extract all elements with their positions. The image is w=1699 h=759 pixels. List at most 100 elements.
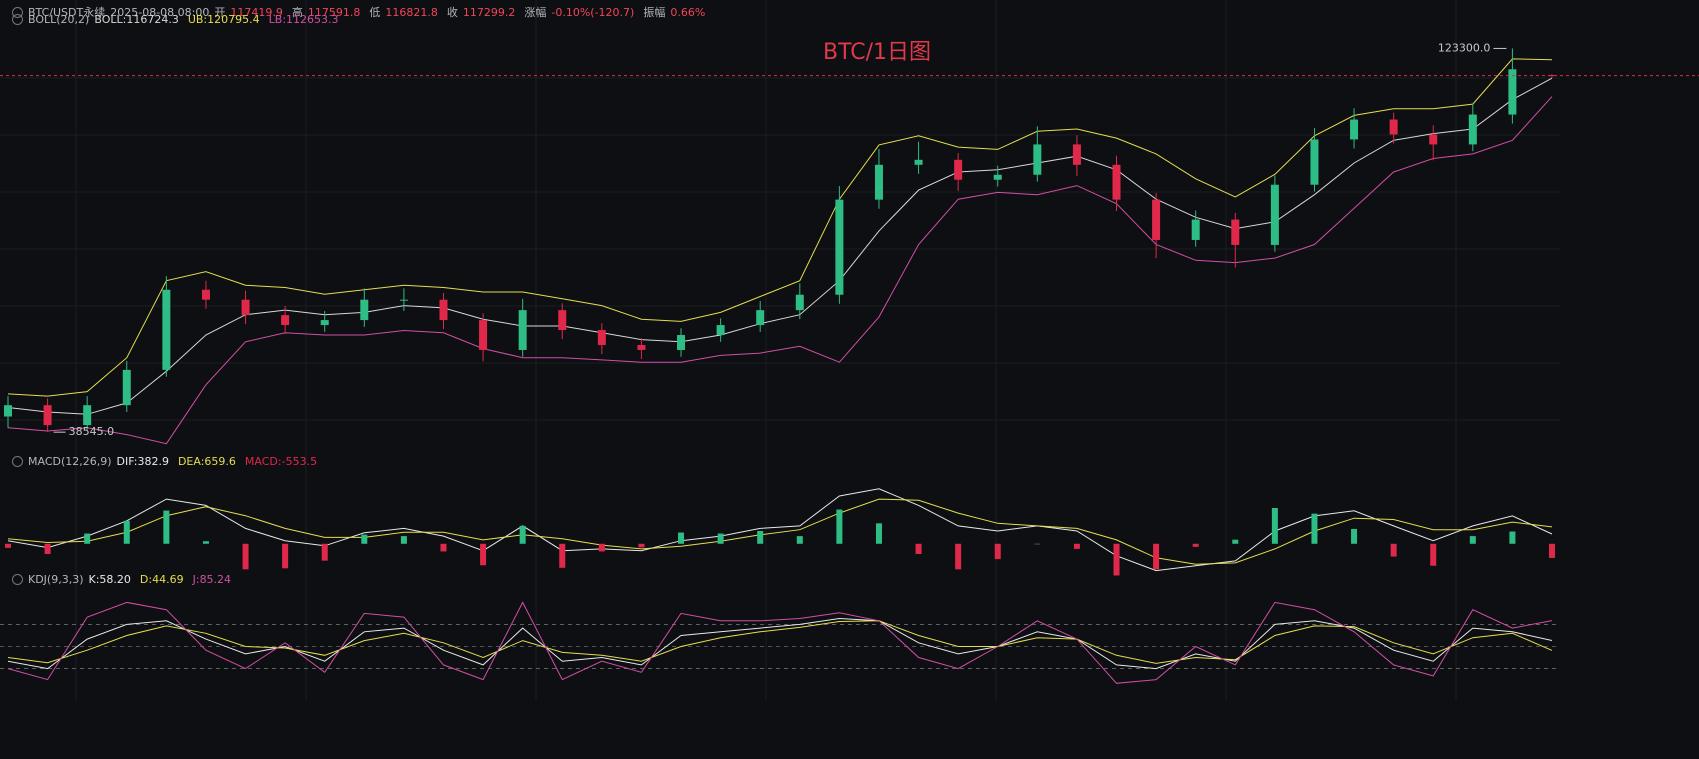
histogram-bar bbox=[44, 543, 51, 554]
field-value: 117591.8 bbox=[307, 5, 361, 19]
candle-body bbox=[954, 159, 963, 180]
candle-body bbox=[1468, 114, 1477, 145]
candle-body bbox=[1112, 164, 1121, 200]
legend-label: DEA: bbox=[177, 455, 205, 468]
field-label: 开 bbox=[214, 6, 226, 19]
histogram-bar bbox=[84, 533, 91, 544]
histogram-bar bbox=[994, 543, 1001, 560]
legend-label: MACD: bbox=[244, 455, 282, 468]
candle-body bbox=[716, 325, 725, 336]
field-label: 振幅 bbox=[643, 6, 666, 19]
series-line bbox=[7, 488, 1553, 572]
histogram-bar bbox=[480, 543, 487, 566]
legend-item: UB:120795.4 bbox=[188, 13, 264, 26]
histogram-bar bbox=[955, 543, 962, 570]
histogram-bar bbox=[875, 523, 882, 544]
candle-body bbox=[241, 299, 250, 316]
legend-label: LB: bbox=[268, 13, 287, 26]
histogram-bar bbox=[400, 536, 407, 544]
legend-item: DIF:382.9 bbox=[117, 455, 173, 468]
histogram-bar bbox=[757, 531, 764, 544]
series-line bbox=[7, 77, 1553, 415]
candle-body bbox=[1231, 219, 1240, 245]
series-line bbox=[7, 617, 1553, 670]
legend-label: UB: bbox=[187, 13, 208, 26]
collapse-icon[interactable] bbox=[12, 456, 23, 467]
candle-body bbox=[320, 320, 329, 326]
histogram-bar bbox=[163, 510, 170, 544]
histogram-bar bbox=[1073, 543, 1080, 549]
legend-label: BOLL: bbox=[94, 13, 127, 26]
legend-value: 120795.4 bbox=[207, 13, 260, 26]
legend-value: -553.5 bbox=[281, 455, 318, 468]
min-label: 38545.0 bbox=[69, 425, 115, 438]
histogram-bar bbox=[1113, 543, 1120, 576]
candle-body bbox=[795, 294, 804, 311]
field-label: 涨幅 bbox=[524, 6, 547, 19]
candle-body bbox=[1270, 184, 1279, 245]
histogram-bar bbox=[519, 525, 526, 544]
field-label: 收 bbox=[446, 6, 458, 19]
candle-body bbox=[281, 315, 290, 326]
candle-body bbox=[1033, 144, 1042, 175]
symbol: BTC/USDT永续 bbox=[28, 6, 106, 19]
legend-value: 116724.3 bbox=[126, 13, 179, 26]
histogram-bar bbox=[559, 543, 566, 568]
legend-label: D: bbox=[139, 573, 153, 586]
histogram-bar bbox=[796, 536, 803, 544]
time: 2025-08-08 08:00 bbox=[110, 5, 210, 19]
candle-body bbox=[122, 369, 131, 406]
histogram-bar bbox=[1034, 543, 1041, 545]
series-line bbox=[7, 58, 1553, 397]
indicator-legend: MACD(12,26,9) DIF:382.9 DEA:659.6 MACD:-553… bbox=[12, 455, 321, 468]
legend-label: DIF: bbox=[116, 455, 138, 468]
candle-body bbox=[993, 174, 1002, 180]
candle-body bbox=[1429, 134, 1438, 145]
histogram-bar bbox=[123, 520, 130, 544]
legend-label: J: bbox=[192, 573, 200, 586]
legend-item: LB:112653.3 bbox=[269, 13, 343, 26]
legend-item: BOLL:116724.3 bbox=[94, 13, 182, 26]
histogram-bar bbox=[1311, 513, 1318, 544]
histogram-bar bbox=[1351, 528, 1358, 544]
collapse-icon[interactable] bbox=[12, 574, 23, 585]
histogram-bar bbox=[282, 543, 289, 569]
legend-item: D:44.69 bbox=[140, 573, 188, 586]
histogram-bar bbox=[440, 543, 447, 552]
histogram-bar bbox=[5, 543, 11, 548]
histogram-bar bbox=[202, 541, 209, 544]
candle-body bbox=[1310, 139, 1319, 185]
candle-body bbox=[756, 310, 765, 326]
legend-value: 112653.3 bbox=[286, 13, 339, 26]
candle-body bbox=[914, 159, 923, 165]
histogram-bar bbox=[638, 543, 645, 548]
histogram-bar bbox=[1469, 536, 1476, 544]
histogram-bar bbox=[1390, 543, 1397, 557]
candle-body bbox=[874, 164, 883, 200]
field-value: 0.66% bbox=[670, 5, 706, 19]
histogram-bar bbox=[321, 543, 328, 561]
legend-value: 85.24 bbox=[199, 573, 232, 586]
candle-body bbox=[439, 299, 448, 321]
legend-value: 44.69 bbox=[152, 573, 184, 586]
candle-body bbox=[162, 289, 171, 370]
histogram-bar bbox=[1271, 508, 1278, 544]
indicator-legend: KDJ(9,3,3) K:58.20 D:44.69 J:85.24 bbox=[12, 573, 235, 586]
histogram-bar bbox=[1153, 543, 1160, 570]
histogram-bar bbox=[1549, 543, 1555, 558]
series-line bbox=[7, 498, 1553, 565]
header-row: BTC/USDT永续 2025-08-08 08:00 开 117419.9 高 11… bbox=[12, 4, 709, 20]
histogram-bar bbox=[1430, 543, 1437, 566]
candle-body bbox=[43, 405, 52, 426]
series-line bbox=[7, 601, 1553, 684]
candle-body bbox=[399, 299, 408, 301]
legend-label: K: bbox=[88, 573, 100, 586]
candle-body bbox=[1191, 219, 1200, 240]
legend-value: 58.20 bbox=[99, 573, 131, 586]
histogram-bar bbox=[1192, 543, 1199, 547]
candle-body bbox=[1152, 199, 1161, 240]
histogram-bar bbox=[678, 532, 685, 544]
collapse-icon[interactable] bbox=[12, 14, 23, 25]
